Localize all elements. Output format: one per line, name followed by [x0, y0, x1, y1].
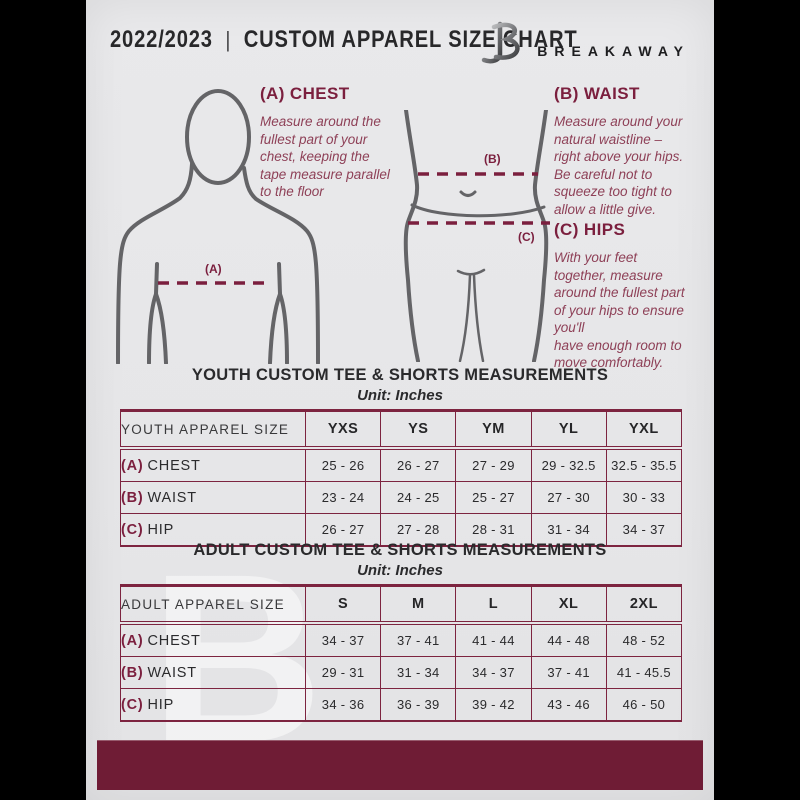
size-col-header: L [455, 585, 532, 625]
footer-bar [97, 740, 703, 790]
size-col-header: M [380, 585, 457, 625]
waist-instruction: (B) WAIST Measure around your natural wa… [554, 84, 714, 218]
cell-value: 46 - 50 [605, 688, 683, 722]
size-col-header: XL [530, 585, 607, 625]
size-col-header: 2XL [605, 585, 683, 625]
size-col-header: YXL [605, 410, 683, 450]
chart-title: CUSTOM APPAREL SIZE CHART [243, 26, 578, 53]
youth-size-table: YOUTH APPAREL SIZE YXS YS YM YL YXL (A) C… [120, 409, 683, 547]
row-name: WAIST [147, 664, 197, 681]
cell-value: 34 - 37 [455, 656, 532, 689]
page-header: 2022/2023 | CUSTOM APPAREL SIZE CHART [110, 18, 690, 66]
size-col-header: YM [455, 410, 532, 450]
hips-body: With your feet together, measure around … [554, 250, 685, 370]
waist-line-label: (B) [484, 152, 501, 166]
row-label: (B) WAIST [120, 656, 306, 689]
youth-corner-header: YOUTH APPAREL SIZE [120, 410, 306, 450]
row-label: (C) HIP [120, 688, 306, 722]
chest-line-label: (A) [205, 262, 222, 276]
row-name: HIP [147, 521, 175, 538]
chest-body: Measure around the fullest part of your … [260, 114, 390, 199]
brand-name: BREAKAWAY [537, 42, 690, 59]
cell-value: 37 - 41 [530, 656, 607, 689]
brand-logo: BREAKAWAY [481, 20, 690, 71]
adult-table-title: ADULT CUSTOM TEE & SHORTS MEASUREMENTS [193, 541, 607, 559]
size-col-header: YL [530, 410, 607, 450]
cell-value: 31 - 34 [380, 656, 457, 689]
season-label: 2022/2023 [110, 26, 213, 53]
cell-value: 31 - 34 [530, 513, 607, 547]
cell-value: 27 - 30 [530, 481, 607, 514]
hips-line-label: (C) [518, 230, 535, 244]
size-col-header: S [304, 585, 382, 625]
hips-instruction: (C) HIPS With your feet together, measur… [554, 220, 714, 372]
cell-value: 34 - 37 [605, 513, 683, 547]
title-separator: | [225, 27, 232, 52]
hips-heading: (C) HIPS [554, 220, 626, 239]
row-label: (C) HIP [120, 513, 306, 547]
cell-value: 29 - 32.5 [530, 447, 607, 482]
table-row: (A) CHEST 34 - 37 37 - 41 41 - 44 44 - 48… [120, 622, 683, 657]
cell-value: 26 - 27 [304, 513, 382, 547]
row-name: CHEST [147, 457, 201, 474]
row-name: WAIST [147, 489, 197, 506]
cell-value: 44 - 48 [530, 622, 607, 657]
table-row: (C) HIP 34 - 36 36 - 39 39 - 42 43 - 46 4… [120, 688, 683, 722]
cell-value: 43 - 46 [530, 688, 607, 722]
row-label: (A) CHEST [120, 447, 306, 482]
row-key: (C) [121, 696, 144, 713]
row-name: HIP [147, 696, 175, 713]
adult-table-unit: Unit: Inches [357, 562, 443, 579]
cell-value: 30 - 33 [605, 481, 683, 514]
breakaway-b-icon [481, 20, 525, 71]
youth-table-title: YOUTH CUSTOM TEE & SHORTS MEASUREMENTS [191, 366, 609, 384]
chest-instruction: (A) CHEST Measure around the fullest par… [260, 84, 438, 201]
row-name: CHEST [147, 632, 201, 649]
adult-corner-header: ADULT APPAREL SIZE [120, 585, 306, 625]
cell-value: 36 - 39 [380, 688, 457, 722]
waist-body: Measure around your natural waistline – … [554, 114, 684, 217]
cell-value: 26 - 27 [380, 447, 457, 482]
table-row: (C) HIP 26 - 27 27 - 28 28 - 31 31 - 34 3… [120, 513, 683, 547]
row-key: (A) [121, 457, 144, 474]
size-col-header: YXS [304, 410, 382, 450]
cell-value: 29 - 31 [304, 656, 382, 689]
lower-body-figure: (B) (C) [396, 108, 568, 367]
table-row: (A) CHEST 25 - 26 26 - 27 27 - 29 29 - 32… [120, 447, 683, 482]
waist-heading: (B) WAIST [554, 84, 640, 103]
cell-value: 41 - 45.5 [605, 656, 683, 689]
adult-size-table: ADULT APPAREL SIZE S M L XL 2XL (A) CHEST… [120, 584, 683, 722]
cell-value: 28 - 31 [455, 513, 532, 547]
cell-value: 48 - 52 [605, 622, 683, 657]
cell-value: 39 - 42 [455, 688, 532, 722]
upper-body-figure: (A) [116, 80, 342, 369]
table-row: (B) WAIST 23 - 24 24 - 25 25 - 27 27 - 30… [120, 481, 683, 514]
cell-value: 27 - 29 [455, 447, 532, 482]
youth-table-unit: Unit: Inches [357, 387, 443, 404]
size-chart-page: 2022/2023 | CUSTOM APPAREL SIZE CHART [86, 0, 714, 800]
cell-value: 37 - 41 [380, 622, 457, 657]
cell-value: 34 - 36 [304, 688, 382, 722]
table-row: (B) WAIST 29 - 31 31 - 34 34 - 37 37 - 41… [120, 656, 683, 689]
row-key: (C) [121, 521, 144, 538]
row-label: (A) CHEST [120, 622, 306, 657]
cell-value: 27 - 28 [380, 513, 457, 547]
cell-value: 25 - 26 [304, 447, 382, 482]
cell-value: 24 - 25 [380, 481, 457, 514]
cell-value: 32.5 - 35.5 [605, 447, 683, 482]
row-key: (A) [121, 632, 144, 649]
cell-value: 23 - 24 [304, 481, 382, 514]
row-label: (B) WAIST [120, 481, 306, 514]
page-title: 2022/2023 | CUSTOM APPAREL SIZE CHART [110, 26, 578, 54]
row-key: (B) [121, 489, 144, 506]
chest-heading: (A) CHEST [260, 84, 350, 103]
cell-value: 41 - 44 [455, 622, 532, 657]
table-header-row: YOUTH APPAREL SIZE YXS YS YM YL YXL [120, 410, 683, 450]
size-col-header: YS [380, 410, 457, 450]
cell-value: 34 - 37 [304, 622, 382, 657]
cell-value: 25 - 27 [455, 481, 532, 514]
table-header-row: ADULT APPAREL SIZE S M L XL 2XL [120, 585, 683, 625]
row-key: (B) [121, 664, 144, 681]
